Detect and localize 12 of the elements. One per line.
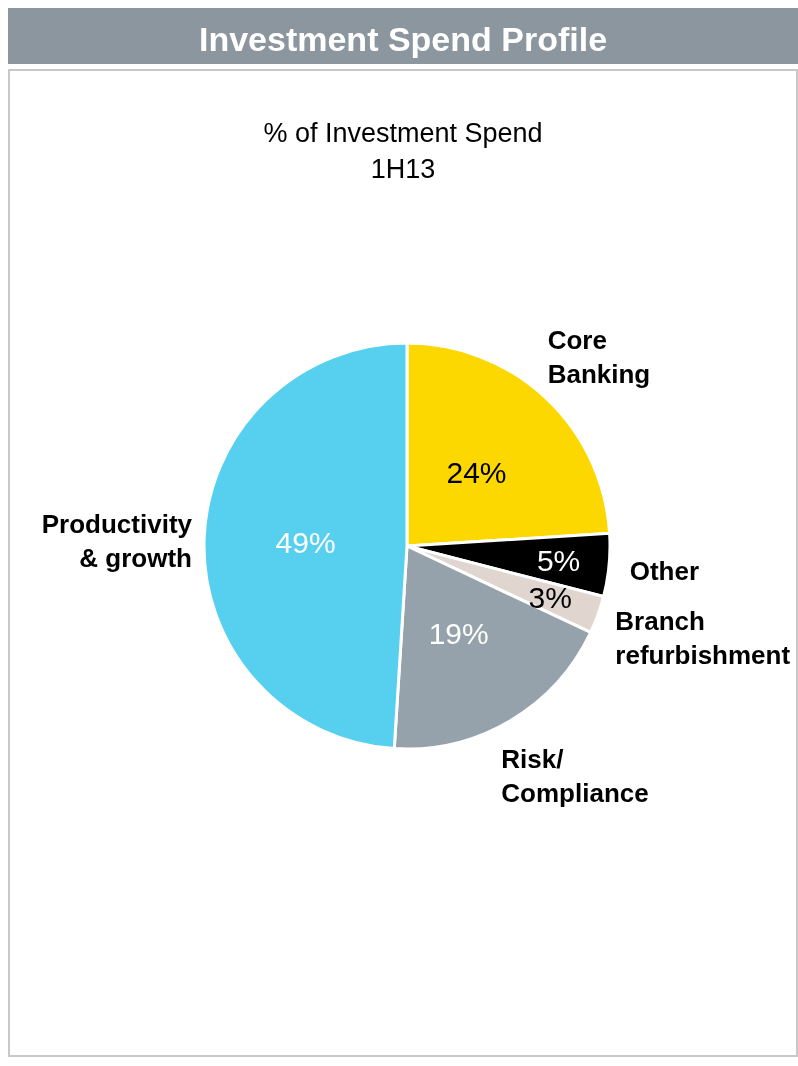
chart-title: Investment Spend Profile [198,19,608,58]
slice-label: Other [629,555,700,586]
data-label: 19% [428,616,489,650]
slice-label: Branch refurbishment [615,606,791,671]
slice-label: Productivity & growth [41,508,193,573]
data-label: 24% [446,455,507,489]
slice-label: Core Banking [547,324,651,389]
data-label: 3% [528,581,572,615]
data-label: 49% [275,526,336,560]
data-label: 5% [536,543,581,577]
slice-label: Risk/ Compliance [501,744,649,809]
chart-subtitle: % of Investment Spend 1H13 [263,118,543,184]
